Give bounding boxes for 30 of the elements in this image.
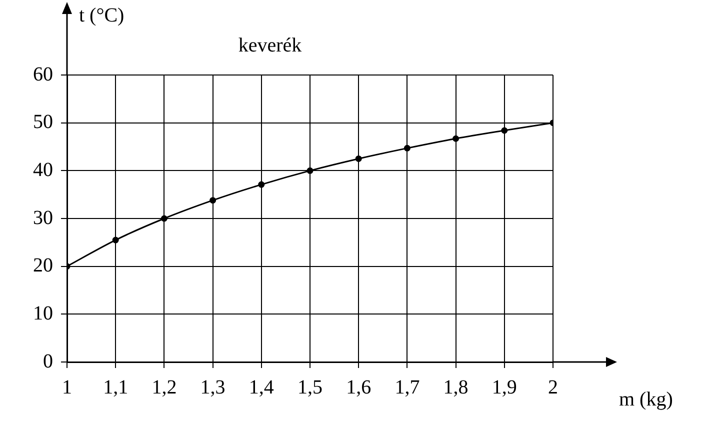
x-tick-label: 1,7 — [394, 376, 420, 398]
y-tick-label: 30 — [33, 206, 53, 229]
x-tick-label: 1,3 — [200, 376, 226, 398]
x-tick-label: 1 — [62, 376, 72, 398]
x-tick-label: 1,5 — [298, 376, 322, 398]
point — [210, 197, 216, 204]
y-tick-label: 10 — [33, 302, 53, 324]
x-tick-label: 1,1 — [103, 376, 128, 398]
x-tick-label: 2 — [548, 376, 558, 398]
point — [452, 135, 460, 142]
x-tick-label: 1,2 — [152, 376, 177, 398]
x-tick-label: 1,4 — [248, 376, 274, 398]
point — [160, 215, 168, 222]
y-tick-label: 60 — [33, 63, 53, 86]
point — [501, 127, 508, 134]
x-tick-label: 1,6 — [346, 376, 372, 398]
point — [112, 236, 119, 244]
x-tick-label: 1,9 — [492, 376, 517, 398]
y-tick-label: 40 — [33, 158, 53, 181]
y-tick-label: 0 — [43, 350, 53, 372]
y-axis-title: t (°C) — [79, 4, 124, 26]
y-tick-label: 50 — [33, 111, 53, 134]
point — [355, 155, 362, 162]
point — [258, 181, 265, 188]
y-tick-label: 20 — [33, 254, 53, 277]
x-axis-title: m (kg) — [619, 388, 673, 410]
point — [306, 167, 314, 174]
chart-title: keverék — [238, 34, 302, 56]
point — [404, 144, 410, 152]
x-tick-label: 1,8 — [443, 376, 468, 398]
